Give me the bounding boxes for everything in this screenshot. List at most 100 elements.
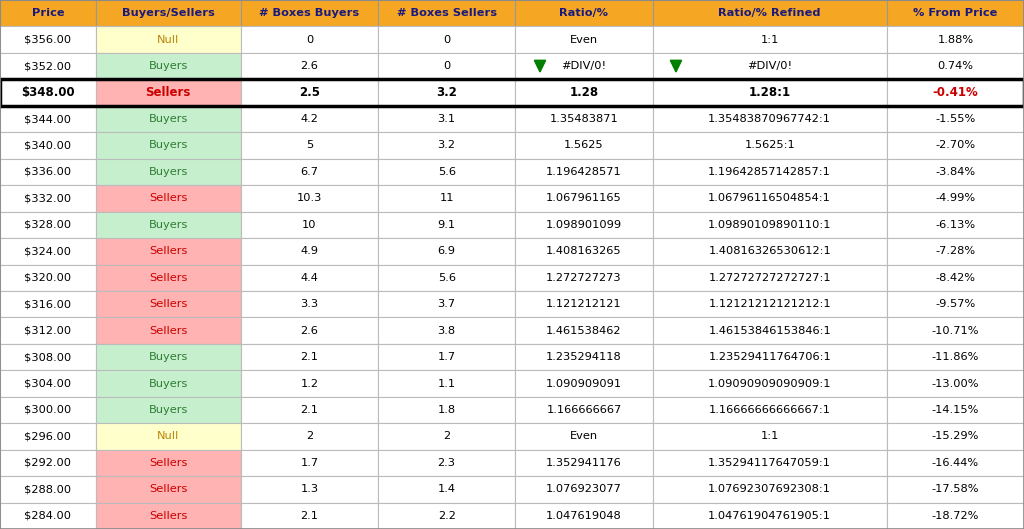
Text: 1.5625: 1.5625: [564, 141, 604, 150]
Bar: [515, 450, 652, 476]
Text: 1.067961165: 1.067961165: [546, 194, 622, 203]
Bar: [96, 79, 241, 106]
Bar: [96, 423, 241, 450]
Bar: [0, 212, 96, 238]
Bar: [241, 291, 378, 317]
Bar: [241, 106, 378, 132]
Bar: [96, 106, 241, 132]
Text: % From Price: % From Price: [913, 8, 997, 18]
Bar: [652, 423, 887, 450]
Bar: [887, 159, 1024, 185]
Bar: [0, 397, 96, 423]
Text: 3.3: 3.3: [300, 299, 318, 309]
Text: 2.3: 2.3: [437, 458, 456, 468]
Bar: [887, 291, 1024, 317]
Bar: [96, 26, 241, 53]
Text: Buyers: Buyers: [148, 405, 188, 415]
Bar: [652, 0, 887, 26]
Text: -11.86%: -11.86%: [932, 352, 979, 362]
Text: Buyers: Buyers: [148, 352, 188, 362]
Bar: [652, 397, 887, 423]
Bar: [652, 185, 887, 212]
Text: $300.00: $300.00: [25, 405, 72, 415]
Bar: [96, 159, 241, 185]
Text: # Boxes Buyers: # Boxes Buyers: [259, 8, 359, 18]
Text: -6.13%: -6.13%: [935, 220, 976, 230]
Text: 1.235294118: 1.235294118: [546, 352, 622, 362]
Bar: [887, 26, 1024, 53]
Text: 1:1: 1:1: [761, 432, 779, 441]
Bar: [378, 450, 515, 476]
Text: Sellers: Sellers: [150, 458, 187, 468]
Text: 3.2: 3.2: [436, 86, 457, 99]
Text: 1.408163265: 1.408163265: [546, 247, 622, 256]
Bar: [515, 476, 652, 503]
Text: Sellers: Sellers: [150, 485, 187, 494]
Text: 3.8: 3.8: [437, 326, 456, 335]
Text: 1.8: 1.8: [437, 405, 456, 415]
Bar: [652, 106, 887, 132]
Bar: [0, 264, 96, 291]
Text: $340.00: $340.00: [25, 141, 72, 150]
Bar: [96, 132, 241, 159]
Text: 1.5625:1: 1.5625:1: [744, 141, 795, 150]
Bar: [515, 53, 652, 79]
Bar: [241, 238, 378, 264]
Text: 2.6: 2.6: [300, 61, 318, 71]
Bar: [96, 476, 241, 503]
Text: 2.1: 2.1: [300, 511, 318, 521]
Text: Sellers: Sellers: [150, 299, 187, 309]
Text: 1.7: 1.7: [300, 458, 318, 468]
Bar: [378, 503, 515, 529]
Bar: [515, 159, 652, 185]
Text: Even: Even: [569, 35, 598, 44]
Text: Even: Even: [569, 432, 598, 441]
Text: #DIV/0!: #DIV/0!: [748, 61, 793, 71]
Text: 1.090909091: 1.090909091: [546, 379, 622, 388]
Text: 1.35294117647059:1: 1.35294117647059:1: [709, 458, 831, 468]
Bar: [0, 476, 96, 503]
Text: 1.2: 1.2: [300, 379, 318, 388]
Text: 1.076923077: 1.076923077: [546, 485, 622, 494]
Bar: [887, 344, 1024, 370]
Text: Buyers: Buyers: [148, 167, 188, 177]
Bar: [96, 238, 241, 264]
Bar: [515, 423, 652, 450]
Text: $304.00: $304.00: [25, 379, 72, 388]
Text: 0: 0: [443, 35, 451, 44]
Text: 5.6: 5.6: [437, 167, 456, 177]
Bar: [241, 317, 378, 344]
Text: 2.6: 2.6: [300, 326, 318, 335]
Text: 0: 0: [443, 61, 451, 71]
Bar: [0, 291, 96, 317]
Bar: [96, 317, 241, 344]
Text: Buyers: Buyers: [148, 220, 188, 230]
Text: -0.41%: -0.41%: [933, 86, 978, 99]
Bar: [0, 238, 96, 264]
Text: 1.28:1: 1.28:1: [749, 86, 791, 99]
Bar: [515, 0, 652, 26]
Text: -14.15%: -14.15%: [932, 405, 979, 415]
Bar: [241, 450, 378, 476]
Bar: [378, 26, 515, 53]
Polygon shape: [671, 60, 682, 72]
Text: $348.00: $348.00: [22, 86, 75, 99]
Text: Ratio/%: Ratio/%: [559, 8, 608, 18]
Text: 1.098901099: 1.098901099: [546, 220, 622, 230]
Text: 1.35483871: 1.35483871: [550, 114, 618, 124]
Text: Sellers: Sellers: [145, 86, 191, 99]
Bar: [0, 344, 96, 370]
Bar: [241, 53, 378, 79]
Bar: [652, 132, 887, 159]
Bar: [887, 106, 1024, 132]
Text: 0: 0: [306, 35, 313, 44]
Bar: [378, 264, 515, 291]
Bar: [378, 397, 515, 423]
Bar: [0, 106, 96, 132]
Text: 10.3: 10.3: [297, 194, 323, 203]
Bar: [378, 106, 515, 132]
Text: 1.46153846153846:1: 1.46153846153846:1: [709, 326, 831, 335]
Bar: [887, 212, 1024, 238]
Bar: [887, 238, 1024, 264]
Text: 5.6: 5.6: [437, 273, 456, 282]
